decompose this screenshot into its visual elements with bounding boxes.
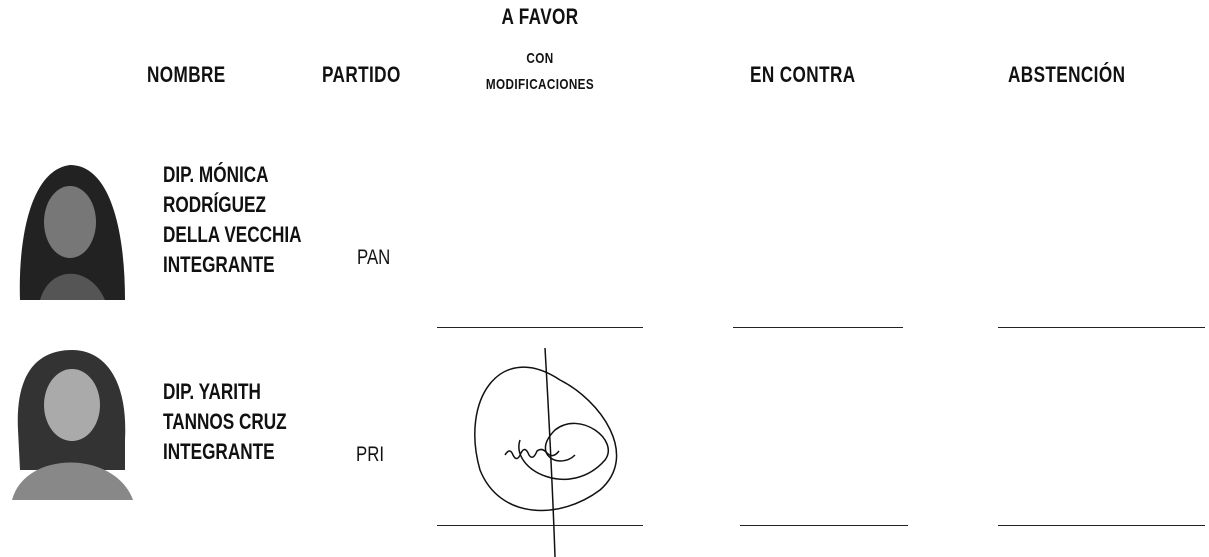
vote-line (998, 327, 1205, 328)
member-party: PAN (357, 246, 391, 269)
header-partido: PARTIDO (322, 62, 401, 87)
header-abstencion: ABSTENCIÓN (1008, 62, 1126, 87)
header-nombre: NOMBRE (147, 62, 226, 87)
photo-1 (12, 165, 128, 300)
header-modificaciones: MODIFICACIONES (485, 76, 595, 93)
vote-line (437, 525, 643, 526)
photo-2 (10, 350, 135, 500)
member-name: DIP. YARITH TANNOS CRUZ INTEGRANTE (163, 377, 287, 467)
header-con: CON (526, 50, 554, 67)
vote-line (998, 525, 1205, 526)
member-name: DIP. MÓNICA RODRÍGUEZ DELLA VECCHIA INTE… (163, 160, 302, 280)
header-en-contra: EN CONTRA (750, 62, 856, 87)
vote-line (740, 525, 908, 526)
name-line: DIP. MÓNICA (163, 162, 269, 187)
header-a-favor: A FAVOR (501, 4, 579, 29)
vote-line (437, 327, 643, 328)
name-line: INTEGRANTE (163, 439, 275, 464)
member-party: PRI (356, 443, 385, 466)
name-line: DELLA VECCHIA (163, 222, 302, 247)
vote-line (733, 327, 903, 328)
signature (474, 347, 618, 557)
name-line: INTEGRANTE (163, 252, 275, 277)
name-line: RODRÍGUEZ (163, 192, 266, 217)
name-line: DIP. YARITH (163, 379, 261, 404)
name-line: TANNOS CRUZ (163, 409, 287, 434)
